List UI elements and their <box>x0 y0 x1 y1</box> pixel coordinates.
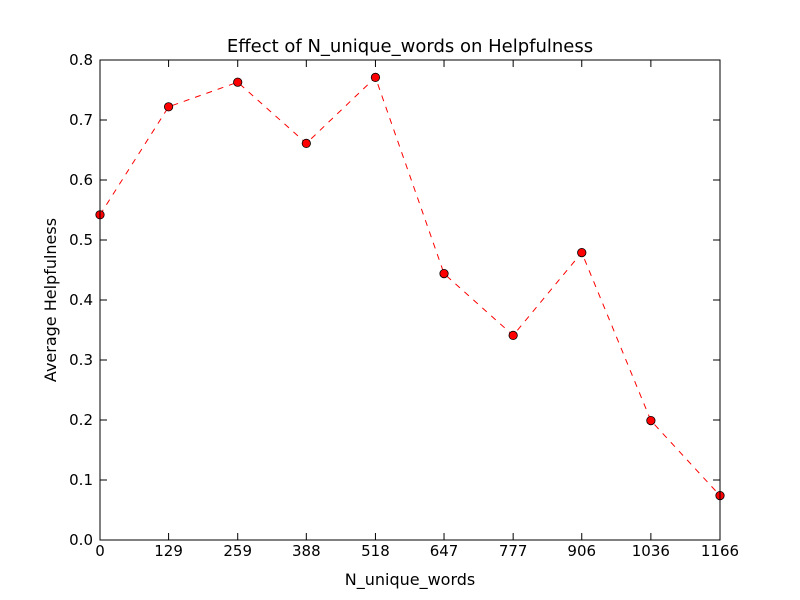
y-tick-label-6: 0.6 <box>69 171 93 189</box>
data-point-3 <box>301 138 311 148</box>
plot-frame <box>99 59 721 541</box>
y-tick-label-5: 0.5 <box>69 231 93 249</box>
chart-title: Effect of N_unique_words on Helpfulness <box>227 36 593 57</box>
x-tick-label-6: 777 <box>499 542 528 560</box>
plot-area: 0 129 259 388 518 647 777 906 1036 1166 0.0 0.1 0.2 0… <box>69 51 739 560</box>
y-tick-label-0: 0.0 <box>69 531 93 549</box>
y-tick-label-7: 0.7 <box>69 111 93 129</box>
x-tick-label-4: 518 <box>361 542 390 560</box>
x-tick-label-7: 906 <box>567 542 596 560</box>
data-point-4 <box>370 72 381 83</box>
x-tick-label-8: 1036 <box>632 542 670 560</box>
x-tick-label-3: 388 <box>292 542 321 560</box>
y-tick-label-2: 0.2 <box>69 411 93 429</box>
x-tick-label-1: 129 <box>154 542 183 560</box>
data-point-1 <box>163 102 174 112</box>
data-point-2 <box>233 77 243 87</box>
y-tick-label-4: 0.4 <box>69 291 93 309</box>
x-tick-label-0: 0 <box>95 542 105 560</box>
data-point-6 <box>508 330 518 340</box>
data-point-8 <box>646 415 656 426</box>
y-tick-label-1: 0.1 <box>69 471 93 489</box>
y-tick-label-8: 0.8 <box>69 51 93 69</box>
x-tick-label-5: 647 <box>430 542 459 560</box>
x-axis-label: N_unique_words <box>345 570 476 590</box>
x-tick-label-2: 259 <box>223 542 252 560</box>
x-tick-label-9: 1166 <box>701 542 739 560</box>
data-point-7 <box>577 248 587 258</box>
y-tick-label-3: 0.3 <box>69 351 93 369</box>
series-line-0 <box>99 76 721 496</box>
y-axis-label: Average Helpfulness <box>41 218 60 382</box>
data-point-5 <box>439 268 449 279</box>
